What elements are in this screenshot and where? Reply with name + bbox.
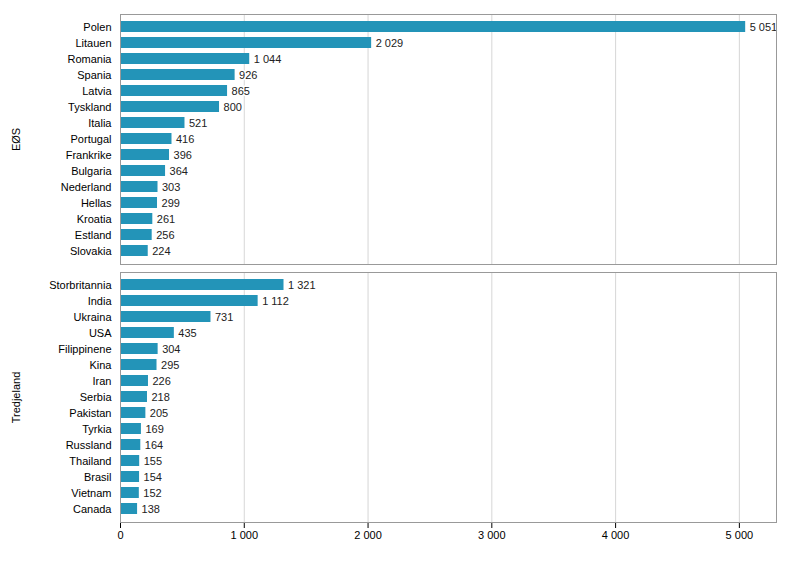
svg-text:Bulgaria: Bulgaria xyxy=(71,165,112,177)
svg-text:Estland: Estland xyxy=(75,229,112,241)
svg-text:295: 295 xyxy=(161,359,179,371)
svg-text:299: 299 xyxy=(162,197,180,209)
svg-text:Frankrike: Frankrike xyxy=(66,149,112,161)
svg-text:Russland: Russland xyxy=(66,439,112,451)
svg-text:Storbritannia: Storbritannia xyxy=(49,279,112,291)
svg-text:USA: USA xyxy=(89,327,112,339)
svg-text:304: 304 xyxy=(162,343,180,355)
svg-text:1 044: 1 044 xyxy=(254,53,282,65)
svg-text:224: 224 xyxy=(152,245,170,257)
svg-text:138: 138 xyxy=(142,503,160,515)
svg-text:435: 435 xyxy=(178,327,196,339)
svg-text:Nederland: Nederland xyxy=(61,181,112,193)
svg-text:155: 155 xyxy=(144,455,162,467)
svg-text:Ukraina: Ukraina xyxy=(74,311,113,323)
svg-text:Romania: Romania xyxy=(67,53,112,65)
svg-text:205: 205 xyxy=(150,407,168,419)
svg-text:396: 396 xyxy=(174,149,192,161)
svg-text:Tyrkia: Tyrkia xyxy=(82,423,112,435)
svg-text:Slovakia: Slovakia xyxy=(70,245,112,257)
svg-text:1 112: 1 112 xyxy=(262,295,289,307)
svg-text:Italia: Italia xyxy=(88,117,112,129)
svg-text:Canada: Canada xyxy=(73,503,112,515)
svg-text:521: 521 xyxy=(189,117,207,129)
svg-text:218: 218 xyxy=(151,391,169,403)
svg-text:India: India xyxy=(88,295,113,307)
svg-text:5 000: 5 000 xyxy=(726,529,754,541)
svg-text:Tyskland: Tyskland xyxy=(68,101,111,113)
svg-text:0: 0 xyxy=(117,529,123,541)
svg-text:364: 364 xyxy=(170,165,188,177)
svg-text:4 000: 4 000 xyxy=(602,529,630,541)
svg-text:731: 731 xyxy=(215,311,233,323)
svg-text:Iran: Iran xyxy=(93,375,112,387)
svg-text:2 000: 2 000 xyxy=(354,529,382,541)
svg-text:Brasil: Brasil xyxy=(84,471,112,483)
svg-text:Polen: Polen xyxy=(83,21,111,33)
svg-text:152: 152 xyxy=(143,487,161,499)
svg-text:EØS: EØS xyxy=(10,128,22,151)
svg-text:Vietnam: Vietnam xyxy=(71,487,111,499)
svg-text:1 000: 1 000 xyxy=(231,529,259,541)
svg-text:5 051: 5 051 xyxy=(750,21,778,33)
svg-text:Pakistan: Pakistan xyxy=(69,407,111,419)
svg-text:Serbia: Serbia xyxy=(80,391,113,403)
svg-text:3 000: 3 000 xyxy=(478,529,506,541)
svg-text:Litauen: Litauen xyxy=(75,37,111,49)
svg-text:800: 800 xyxy=(224,101,242,113)
svg-text:226: 226 xyxy=(152,375,170,387)
svg-text:Portugal: Portugal xyxy=(71,133,112,145)
svg-text:2 029: 2 029 xyxy=(376,37,404,49)
svg-text:256: 256 xyxy=(156,229,174,241)
svg-text:416: 416 xyxy=(176,133,194,145)
svg-text:Kina: Kina xyxy=(89,359,112,371)
svg-text:261: 261 xyxy=(157,213,175,225)
svg-text:865: 865 xyxy=(232,85,250,97)
svg-text:Thailand: Thailand xyxy=(69,455,111,467)
svg-text:Spania: Spania xyxy=(77,69,112,81)
svg-text:303: 303 xyxy=(162,181,180,193)
svg-text:154: 154 xyxy=(144,471,162,483)
svg-text:164: 164 xyxy=(145,439,163,451)
svg-text:Tredjeland: Tredjeland xyxy=(10,372,22,424)
svg-text:169: 169 xyxy=(145,423,163,435)
svg-text:Kroatia: Kroatia xyxy=(77,213,113,225)
svg-text:Latvia: Latvia xyxy=(82,85,112,97)
svg-text:Filippinene: Filippinene xyxy=(58,343,111,355)
svg-text:Hellas: Hellas xyxy=(81,197,112,209)
svg-text:926: 926 xyxy=(239,69,257,81)
svg-text:1 321: 1 321 xyxy=(288,279,316,291)
